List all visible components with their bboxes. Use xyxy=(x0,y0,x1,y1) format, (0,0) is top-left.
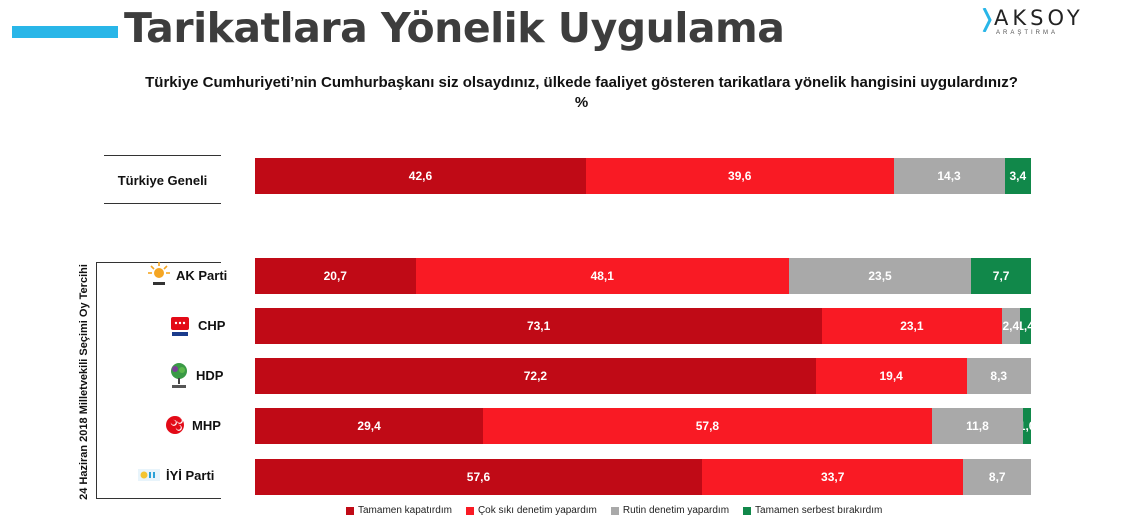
title-accent-bar xyxy=(12,26,118,38)
bar-segment: 57,8 xyxy=(483,408,932,444)
data-label: 33,7 xyxy=(821,470,845,484)
survey-unit: % xyxy=(574,94,589,111)
bar-segment: 33,7 xyxy=(701,459,964,495)
bar-segment: 20,7 xyxy=(255,258,416,294)
data-label: 29,4 xyxy=(357,419,381,433)
legend-label: Tamamen serbest bırakırdım xyxy=(755,505,883,516)
party-name: AK Parti xyxy=(176,268,228,283)
data-label: 7,7 xyxy=(992,269,1010,283)
divider-top xyxy=(104,155,221,156)
legend-swatch xyxy=(465,506,474,515)
divider-parties-bottom xyxy=(96,498,221,499)
bar-row: 20,7 48,1 23,5 7,7 xyxy=(255,258,1031,294)
bar-segment: 3,4 xyxy=(1004,158,1031,194)
bar-segment: 73,1 xyxy=(255,308,823,344)
bar-segment: 8,7 xyxy=(963,459,1031,495)
data-label: 42,6 xyxy=(408,169,433,183)
bar-segment: 1,0 xyxy=(1023,408,1031,444)
bar-segment: 1,4 xyxy=(1020,308,1031,344)
page-title: Tarikatlara Yönelik Uygulama xyxy=(124,4,785,52)
aksoy-logo-mark-icon xyxy=(982,8,992,32)
ak-parti-logo-icon xyxy=(148,262,170,285)
data-label: 23,1 xyxy=(900,319,924,333)
legend-swatch xyxy=(743,506,752,515)
data-label: 20,7 xyxy=(323,269,347,283)
bar-row: 42,6 39,6 14,3 3,4 xyxy=(255,158,1031,194)
bar-segment: 39,6 xyxy=(585,158,894,194)
bar-segment: 48,1 xyxy=(415,258,789,294)
legend-item: Tamamen kapatırdım xyxy=(346,505,452,516)
data-label: 48,1 xyxy=(590,269,614,283)
legend-swatch xyxy=(346,506,354,515)
party-name: MHP xyxy=(192,418,221,433)
data-label: 23,5 xyxy=(868,269,892,283)
bar-segment: 29,4 xyxy=(255,408,484,444)
logo-name: AKSOY xyxy=(994,6,1084,30)
data-label: 73,1 xyxy=(526,319,551,333)
data-label: 39,6 xyxy=(728,169,752,183)
data-label: 57,8 xyxy=(695,419,720,433)
data-label: 3,4 xyxy=(1009,169,1027,183)
data-label: 19,4 xyxy=(879,369,903,383)
legend-swatch xyxy=(610,506,619,515)
bar-row: 57,6 33,7 8,7 xyxy=(255,459,1031,495)
data-label: 1,4 xyxy=(1020,319,1031,333)
iyi-parti-logo-icon xyxy=(138,469,160,481)
bar-segment: 23,5 xyxy=(788,258,972,294)
overall-label: Türkiye Geneli xyxy=(117,173,208,188)
party-bracket-line xyxy=(96,262,97,498)
legend-item: Tamamen serbest bırakırdım xyxy=(743,505,882,516)
data-label: 11,8 xyxy=(966,419,989,433)
vote-preference-text: 24 Haziran 2018 Milletvekili Seçimi Oy T… xyxy=(78,264,90,500)
bar-segment: 14,3 xyxy=(893,158,1005,194)
divider-overall xyxy=(104,203,221,204)
data-label: 57,6 xyxy=(466,470,491,484)
chart-legend: Tamamen kapatırdım Çok sıkı denetim yapar… xyxy=(346,505,882,516)
bar-segment: 7,7 xyxy=(971,258,1031,294)
mhp-logo-icon xyxy=(166,416,184,434)
party-name: İYİ Parti xyxy=(166,468,215,483)
data-label: 8,3 xyxy=(990,369,1008,383)
legend-item: Rutin denetim yapardım xyxy=(610,505,730,516)
bar-row: 73,1 23,1 2,4 1,4 xyxy=(255,308,1031,344)
chp-logo-icon xyxy=(171,317,189,336)
bar-segment: 72,2 xyxy=(255,358,816,394)
hdp-logo-icon xyxy=(171,363,187,388)
data-label: 8,7 xyxy=(988,470,1006,484)
bar-segment: 2,4 xyxy=(1001,308,1021,344)
aksoy-logo: AKSOY ARAŞTIRMA xyxy=(982,6,1102,40)
legend-label: Tamamen kapatırdım xyxy=(358,505,452,516)
party-name: HDP xyxy=(196,368,224,383)
bar-segment: 42,6 xyxy=(255,158,586,194)
data-label: 1,0 xyxy=(1023,419,1031,433)
data-label: 14,3 xyxy=(937,169,961,183)
data-label: 72,2 xyxy=(523,369,548,383)
logo-sub: ARAŞTIRMA xyxy=(996,30,1059,36)
party-name: CHP xyxy=(198,318,226,333)
survey-question: Türkiye Cumhuriyeti’nin Cumhurbaşkanı si… xyxy=(145,74,1018,91)
bar-segment: 19,4 xyxy=(815,358,967,394)
bar-segment: 57,6 xyxy=(255,459,702,495)
bar-segment: 8,3 xyxy=(966,358,1031,394)
legend-item: Çok sıkı denetim yapardım xyxy=(465,505,597,516)
bar-segment: 11,8 xyxy=(931,408,1024,444)
bar-row: 29,4 57,8 11,8 1,0 xyxy=(255,408,1031,444)
bar-row: 72,2 19,4 8,3 xyxy=(255,358,1031,394)
legend-label: Çok sıkı denetim yapardım xyxy=(477,505,597,516)
bar-segment: 23,1 xyxy=(822,308,1002,344)
legend-label: Rutin denetim yapardım xyxy=(622,505,730,516)
data-label: 2,4 xyxy=(1002,319,1020,333)
